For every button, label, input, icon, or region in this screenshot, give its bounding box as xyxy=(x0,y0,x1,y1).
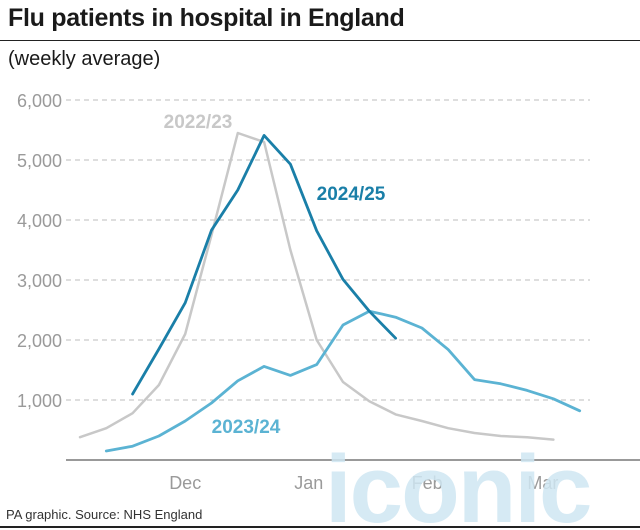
series-lines xyxy=(78,131,582,453)
series-label: 2023/24 xyxy=(212,417,281,438)
x-tick-label: Jan xyxy=(294,473,323,493)
chart-subtitle: (weekly average) xyxy=(8,48,161,70)
bottom-rule xyxy=(0,526,640,528)
x-tick-label: Mar xyxy=(527,473,558,493)
y-tick-label: 4,000 xyxy=(17,211,62,231)
y-axis: 6,000 5,000 4,000 3,000 2,000 1,000 xyxy=(17,91,62,411)
series-line xyxy=(78,131,555,441)
source-note: PA graphic. Source: NHS England xyxy=(6,507,203,522)
series-label: 2022/23 xyxy=(164,112,233,133)
y-tick-label: 2,000 xyxy=(17,331,62,351)
title-rule xyxy=(0,40,640,41)
chart-title: Flu patients in hospital in England xyxy=(8,4,405,32)
series-label: 2024/25 xyxy=(317,184,386,205)
line-chart: 6,000 5,000 4,000 3,000 2,000 1,000 Dec Jan Feb… xyxy=(17,91,640,493)
x-tick-label: Dec xyxy=(169,473,201,493)
x-axis: Dec Jan Feb Mar xyxy=(66,459,640,493)
watermark-text: iconic xyxy=(325,436,590,530)
series-line xyxy=(104,309,582,453)
x-tick-label: Feb xyxy=(412,473,443,493)
series-line xyxy=(131,133,398,396)
gridlines xyxy=(66,99,590,401)
y-tick-label: 1,000 xyxy=(17,391,62,411)
y-tick-label: 5,000 xyxy=(17,151,62,171)
iconic-watermark: iconic xyxy=(325,436,592,530)
y-tick-label: 3,000 xyxy=(17,271,62,291)
series-labels: 2022/23 2024/25 2023/24 xyxy=(164,112,386,438)
y-tick-label: 6,000 xyxy=(17,91,62,111)
